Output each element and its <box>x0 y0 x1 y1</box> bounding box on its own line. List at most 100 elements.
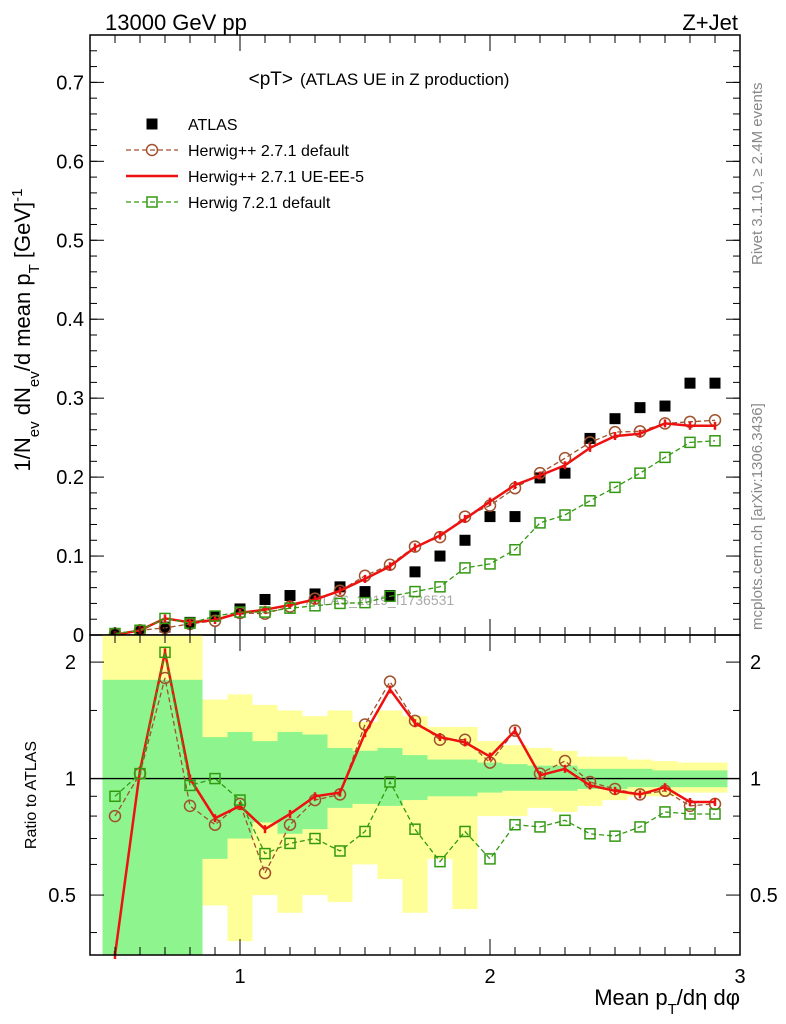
plot-title-main: <pT> <box>249 69 293 90</box>
ratio-inner-band <box>327 747 353 808</box>
svg-text:Mean pT/dη dφ: Mean pT/dη dφ <box>594 985 740 1018</box>
process-label: Z+Jet <box>682 10 738 35</box>
ratio-herwig-default-point <box>258 866 272 880</box>
atlas-data-point <box>259 593 271 605</box>
herwig7-point <box>509 543 521 556</box>
ratio-inner-band <box>102 679 128 955</box>
legend-label-herwig-default: Herwig++ 2.7.1 default <box>188 143 350 160</box>
ratio-y-tick-label: 0.5 <box>48 885 76 907</box>
legend-marker-herwig7 <box>146 196 158 208</box>
x-tick-label: 1 <box>234 966 245 988</box>
herwig7-point <box>534 517 546 529</box>
herwig7-point <box>659 451 671 464</box>
ratio-herwig7-point <box>159 646 171 659</box>
herwig7-point <box>234 606 246 618</box>
ratio-inner-band <box>427 759 453 797</box>
ratio-outer-band <box>452 726 478 910</box>
ratio-herwig7-point <box>559 814 571 827</box>
ratio-plot-axes: 0.5 0.5 1 1 2 2 1 2 3 <box>48 634 778 988</box>
y-tick-label: 0.3 <box>56 388 84 410</box>
herwig7-line <box>114 440 716 635</box>
ratio-inner-band <box>127 679 153 955</box>
x-axis-title: Mean pT/dη dφ <box>594 985 740 1018</box>
legend: ATLAS Herwig++ 2.7.1 default Herwig++ 2.7.… <box>126 117 364 212</box>
atlas-data-point <box>634 402 646 414</box>
ratio-inner-band <box>452 759 478 797</box>
herwig7-point <box>684 436 696 449</box>
atlas-data-point <box>484 511 496 523</box>
atlas-data-point <box>309 588 321 600</box>
ratio-inner-band <box>227 731 253 839</box>
plot-title-sub: (ATLAS UE in Z production) <box>300 70 509 89</box>
side-label-rivet: Rivet 3.1.10, ≥ 2.4M events <box>749 83 766 266</box>
ratio-inner-band <box>152 679 178 955</box>
atlas-data-point <box>459 534 471 546</box>
atlas-data-point <box>434 550 446 562</box>
herwig7-point <box>709 435 721 447</box>
herwig7-point <box>584 495 596 507</box>
herwig7-point <box>459 562 471 574</box>
ratio-y-tick-label-right: 1 <box>750 769 761 791</box>
atlas-data-point <box>409 566 421 578</box>
ratio-inner-band <box>252 741 278 823</box>
atlas-data-point <box>659 400 671 412</box>
ratio-herwig7-point <box>259 847 271 860</box>
herwig7-point <box>309 600 321 612</box>
ratio-inner-band <box>477 762 503 793</box>
ratio-inner-band <box>352 750 378 804</box>
atlas-data-point <box>384 590 396 602</box>
ratio-herwig7-point <box>309 832 321 845</box>
atlas-data-point <box>359 586 371 598</box>
herwig7-point <box>609 481 621 494</box>
y-tick-label: 0.7 <box>56 72 84 94</box>
y-tick-label: 0.5 <box>56 230 84 252</box>
atlas-data-point <box>709 377 721 389</box>
ratio-herwig-default-point <box>183 799 197 813</box>
ratio-herwig7-point <box>334 845 346 857</box>
herwig7-point <box>334 597 346 610</box>
ratio-outer-band <box>402 716 428 913</box>
ratio-plot-series <box>108 646 722 959</box>
herwig7-point <box>409 585 421 598</box>
herwig7-point <box>159 612 171 625</box>
ratio-inner-band <box>402 755 428 801</box>
ratio-herwig7-point <box>609 830 621 842</box>
ratio-uncertainty-bands <box>90 635 740 955</box>
ratio-herwig7-point <box>184 779 196 792</box>
ratio-y-axis-title: Ratio to ATLAS <box>23 741 40 849</box>
ratio-herwig7-point <box>134 767 146 780</box>
energy-label: 13000 GeV pp <box>105 10 247 35</box>
atlas-data-point <box>509 511 521 523</box>
herwig7-point <box>259 606 271 618</box>
ratio-y-tick-label: 1 <box>65 769 76 791</box>
ratio-herwig7-point <box>359 825 371 838</box>
ratio-herwig7-point <box>684 808 696 820</box>
ratio-herwig7-point <box>659 806 671 818</box>
ratio-herwig7-point <box>384 776 396 788</box>
ratio-y-tick-label-right: 0.5 <box>750 885 778 907</box>
ratio-y-tick-label-right: 2 <box>750 652 761 674</box>
atlas-data-point <box>609 413 621 425</box>
x-tick-label: 3 <box>734 966 745 988</box>
x-tick-label: 2 <box>484 966 495 988</box>
ratio-herwig7-point <box>409 823 421 835</box>
legend-marker-atlas <box>146 118 158 130</box>
ratio-herwig7-point <box>584 828 596 840</box>
ratio-herwig7-point <box>234 794 246 806</box>
ratio-herwig-default-point <box>283 818 297 831</box>
herwig7-point <box>359 596 371 609</box>
legend-label-herwig7: Herwig 7.2.1 default <box>188 195 331 212</box>
herwig-default-point <box>408 540 422 553</box>
ratio-inner-band <box>502 764 528 791</box>
y-tick-label: 0.4 <box>56 309 84 331</box>
ratio-herwig7-point <box>534 821 546 833</box>
atlas-data-point <box>684 377 696 389</box>
herwig7-point <box>484 558 496 570</box>
ratio-herwig7-point <box>509 818 521 831</box>
y-axis-title-main: 1/Nev dNev/d mean pT [GeV]-1 <box>9 189 43 472</box>
herwig7-point <box>559 509 571 521</box>
svg-text:1/Nev dNev/d mean pT [GeV]-1: 1/Nev dNev/d mean pT [GeV]-1 <box>9 189 43 472</box>
ratio-inner-band <box>177 679 203 955</box>
ratio-herwig-default-point <box>508 724 522 737</box>
